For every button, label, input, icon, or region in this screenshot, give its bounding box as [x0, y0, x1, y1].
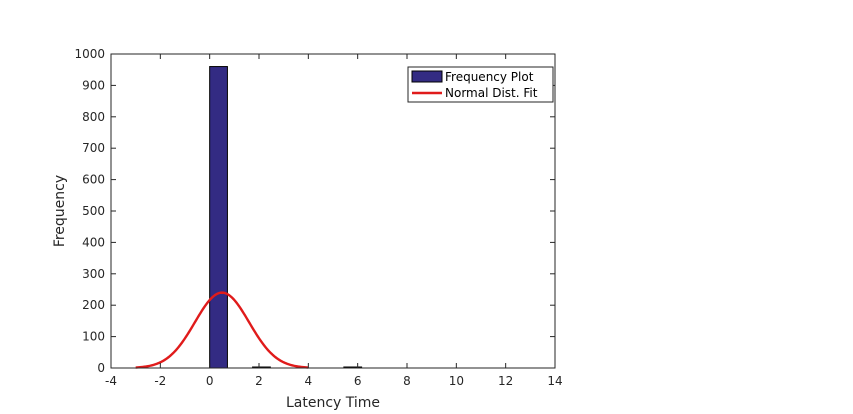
y-tick-label: 600 [82, 173, 105, 187]
y-tick-label: 1000 [74, 47, 105, 61]
y-tick-label: 500 [82, 204, 105, 218]
y-axis-ticks: 0 100 200 300 400 500 600 700 800 900 1000 [74, 47, 555, 375]
legend-swatch-frequency [411, 70, 443, 83]
x-tick-label: -4 [105, 374, 117, 388]
x-axis-ticks: -4 -2 0 2 4 6 8 10 12 14 [105, 54, 563, 388]
plot-area [111, 54, 555, 368]
legend-label-frequency: Frequency Plot [445, 70, 534, 84]
x-tick-label: 10 [449, 374, 464, 388]
x-tick-label: 4 [305, 374, 313, 388]
x-tick-label: 14 [547, 374, 562, 388]
x-tick-label: -2 [154, 374, 166, 388]
legend-label-normal-fit: Normal Dist. Fit [445, 86, 538, 100]
x-tick-label: 0 [206, 374, 214, 388]
y-axis-label: Frequency [52, 175, 68, 247]
y-tick-label: 100 [82, 330, 105, 344]
x-tick-label: 6 [354, 374, 362, 388]
x-axis-label: Latency Time [286, 395, 380, 411]
y-tick-label: 200 [82, 298, 105, 312]
legend: Frequency Plot Normal Dist. Fit [407, 66, 554, 103]
x-tick-label: 2 [255, 374, 263, 388]
histogram-bar [209, 66, 228, 369]
x-tick-label: 12 [498, 374, 513, 388]
y-tick-label: 700 [82, 141, 105, 155]
y-tick-label: 0 [97, 361, 105, 375]
y-tick-label: 900 [82, 78, 105, 92]
x-tick-label: 8 [403, 374, 411, 388]
y-tick-label: 400 [82, 235, 105, 249]
y-tick-label: 800 [82, 110, 105, 124]
normal-fit-curve [135, 291, 309, 369]
y-tick-label: 300 [82, 267, 105, 281]
